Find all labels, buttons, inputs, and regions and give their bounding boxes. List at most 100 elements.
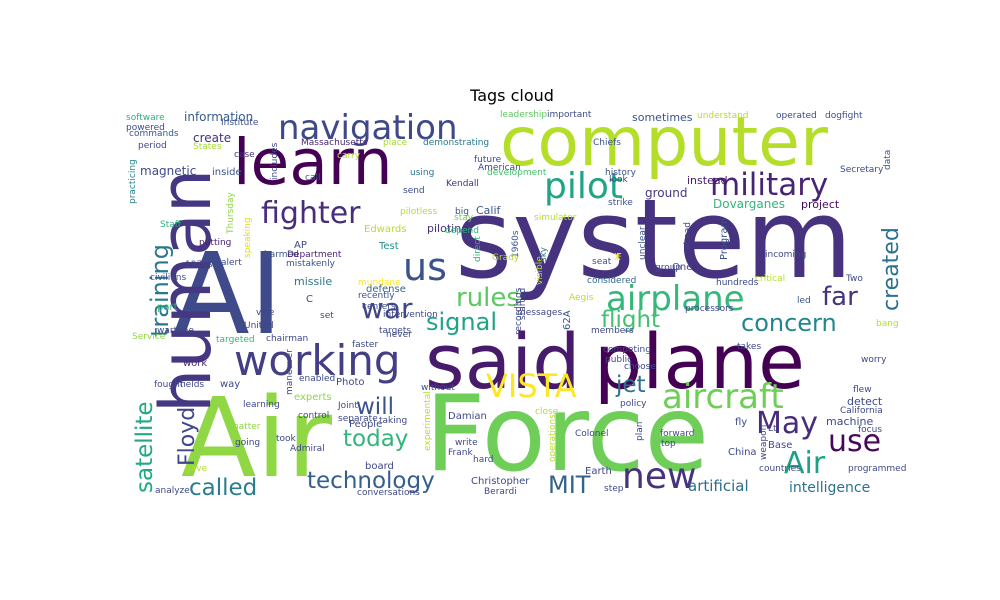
word-simulator: simulator <box>534 213 577 223</box>
word-edwards: Edwards <box>364 224 406 235</box>
word-putting: putting <box>199 238 231 248</box>
word-processors: processors <box>685 304 734 314</box>
word-countries: countries <box>759 464 801 474</box>
word-seat: seat <box>592 257 612 267</box>
word-taking: taking <box>379 416 407 426</box>
word-lt: Lt <box>768 424 777 434</box>
word-massachusetts: Massachusetts <box>301 138 368 148</box>
word-intervention: intervention <box>383 310 438 320</box>
word-plane: plane <box>594 317 805 406</box>
word-california: California <box>840 406 883 416</box>
word-messages: messages <box>517 308 562 318</box>
word-project: project <box>801 198 840 211</box>
word-1970s: 1970s <box>185 260 213 270</box>
word-started: started <box>518 288 528 320</box>
word-ai: AI <box>173 230 283 360</box>
word-aegis: Aegis <box>569 293 594 303</box>
word-members: members <box>591 326 634 336</box>
word-detect: detect <box>847 395 883 408</box>
word-experimental: experimental <box>423 391 433 451</box>
word-fought: fought <box>154 380 184 390</box>
word-ground: ground <box>645 186 687 200</box>
word-today: today <box>343 426 408 452</box>
word-send: send <box>403 186 425 196</box>
word-chairman: chairman <box>266 334 308 344</box>
word-frank: Frank <box>448 448 473 458</box>
word-visible: visible <box>535 256 545 285</box>
word-inside: inside <box>212 167 242 178</box>
word-recordings: recordings <box>514 287 524 335</box>
word-admiral: Admiral <box>290 444 325 454</box>
word-demonstrating: demonstrating <box>423 138 489 148</box>
word-top: top <box>661 439 676 449</box>
word-critical: critical <box>755 274 785 284</box>
word-control: control <box>298 411 329 421</box>
word-air: Air <box>784 446 826 481</box>
word-going: going <box>235 438 260 448</box>
word-fields: fields <box>180 380 204 390</box>
word-concern: concern <box>741 309 837 337</box>
word-f: F <box>616 252 622 263</box>
word-case: case <box>234 150 255 160</box>
word-alert: alert <box>221 258 242 268</box>
word-leadership: leadership <box>500 110 547 120</box>
word-fighter: fighter <box>261 196 361 231</box>
word-force: Force <box>425 373 709 495</box>
word-history: history <box>605 168 637 178</box>
word-use: use <box>828 424 881 459</box>
word-incoming: incoming <box>765 250 806 260</box>
word-stay: stay <box>454 213 474 223</box>
word-damian: Damian <box>448 411 487 422</box>
word-focus: focus <box>858 425 882 435</box>
word-competing: competing <box>603 345 651 355</box>
word-program: Program <box>719 218 730 260</box>
word-create: create <box>193 131 231 145</box>
word-navigation: navigation <box>278 108 458 148</box>
word-recently: recently <box>358 291 395 301</box>
word-air: Air <box>181 374 333 502</box>
word-pilotless: pilotless <box>400 207 437 217</box>
word-speaking: speaking <box>243 217 253 258</box>
word-computer: computer <box>500 103 828 182</box>
word-will: will <box>356 394 394 420</box>
word-work: work <box>183 358 207 369</box>
word-call: call <box>305 173 320 183</box>
word-calif: Calif <box>476 204 502 217</box>
word-close: close <box>535 407 559 417</box>
word-sometimes: sometimes <box>632 111 693 124</box>
word-training: training <box>146 244 174 337</box>
word-thursday: Thursday <box>226 191 236 235</box>
word-considered: considered <box>587 276 636 286</box>
chart-title: Tags cloud <box>469 86 554 105</box>
word-information: information <box>184 110 253 124</box>
word-targets: targets <box>379 326 411 336</box>
word-gave: gave <box>185 464 208 474</box>
word-hard: hard <box>473 455 493 465</box>
word-experts: experts <box>294 392 332 403</box>
word-wartime: wartime <box>157 326 194 336</box>
word-technology: technology <box>307 468 435 494</box>
word-learning: learning <box>243 400 280 410</box>
word-people: People <box>349 419 382 430</box>
word-faster: faster <box>352 340 378 350</box>
word-62a: 62A <box>562 310 573 330</box>
word-unclear: unclear <box>638 226 648 260</box>
word-flew: flew <box>853 385 872 395</box>
word-pilot: pilot <box>544 166 623 207</box>
word-mistakenly: mistakenly <box>286 259 336 269</box>
word-look: look <box>609 175 629 185</box>
word-us: us <box>403 245 447 289</box>
word-military: military <box>710 167 828 203</box>
word-staff: Staff <box>160 220 182 230</box>
word-berardi: Berardi <box>484 487 517 497</box>
word-secretary: Secretary <box>840 165 884 175</box>
word-includes: includes <box>270 142 280 180</box>
word-department: Department <box>287 250 342 260</box>
word-airplane: airplane <box>606 279 745 319</box>
word-intelligence: intelligence <box>789 480 870 496</box>
word-set: set <box>320 311 334 321</box>
word-weapon: weapon <box>759 425 769 460</box>
word-step: step <box>604 484 624 494</box>
word-joint: Joint <box>337 401 358 411</box>
